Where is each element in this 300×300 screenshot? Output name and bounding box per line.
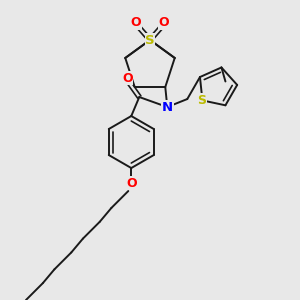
Text: O: O xyxy=(122,71,133,85)
Text: S: S xyxy=(197,94,206,107)
Text: O: O xyxy=(131,16,141,29)
Text: N: N xyxy=(162,100,173,113)
Text: O: O xyxy=(159,16,169,29)
Text: S: S xyxy=(145,34,155,46)
Text: O: O xyxy=(126,176,136,190)
